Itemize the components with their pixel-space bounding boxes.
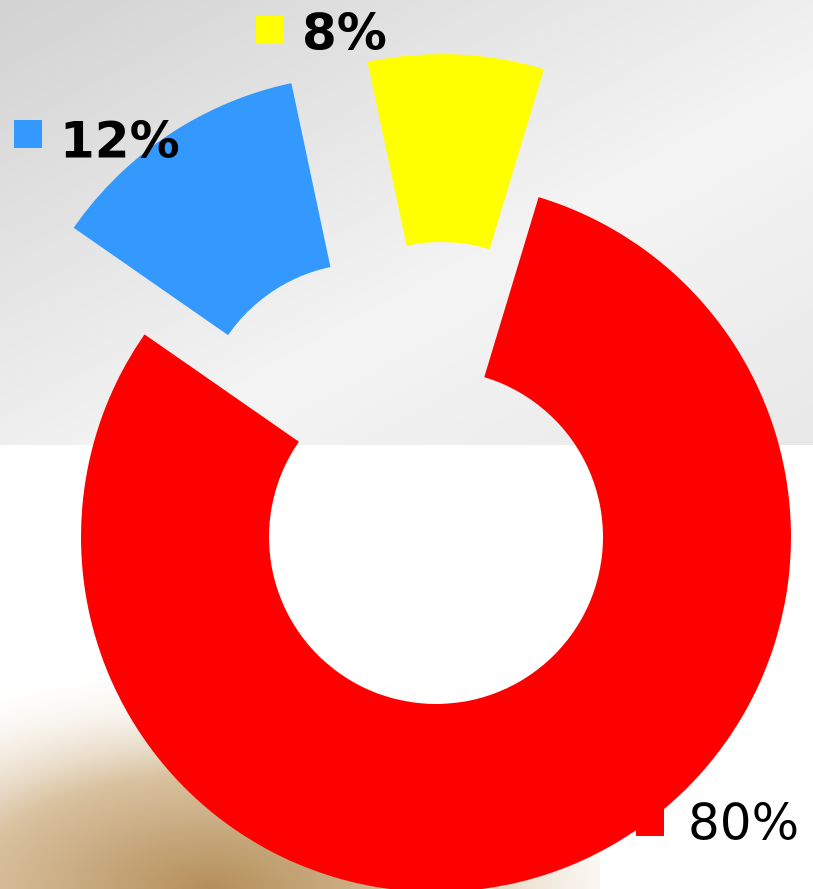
legend-swatch <box>256 16 284 44</box>
chart: 80% 12% 8% <box>0 0 813 889</box>
legend-swatch <box>14 120 42 148</box>
legend-swatch <box>636 808 664 836</box>
page: 80%12%8% (() => { const data = JSON.pars… <box>0 0 813 889</box>
value-label: 8% <box>302 4 387 62</box>
value-label: 80% <box>688 794 799 852</box>
value-label: 12% <box>60 112 180 170</box>
